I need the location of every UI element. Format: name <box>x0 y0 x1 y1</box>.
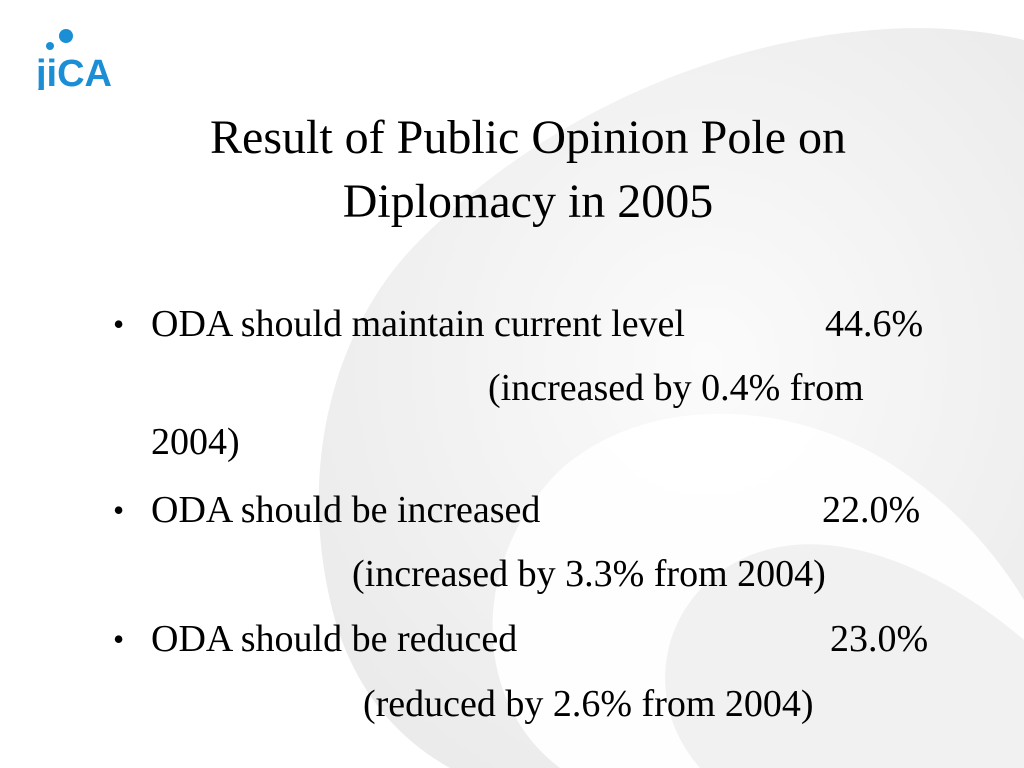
jica-logo: jiCA <box>36 28 120 90</box>
bullet-1-note-continued: 2004) <box>151 421 240 463</box>
bullet-3-label: ODA should be reduced <box>151 618 518 660</box>
bullet-dot: • <box>113 621 125 657</box>
logo-text: jiCA <box>36 53 112 90</box>
bullet-2-note: (increased by 3.3% from 2004) <box>352 553 826 595</box>
jica-logo-icon: jiCA <box>36 29 112 90</box>
bullet-1-label: ODA should maintain current level <box>151 303 685 345</box>
bullet-2-value: 22.0% <box>822 489 921 531</box>
bullet-3-note: (reduced by 2.6% from 2004) <box>363 683 814 725</box>
bullet-3-value: 23.0% <box>830 618 929 660</box>
title-line-2: Diplomacy in 2005 <box>342 175 714 228</box>
bullet-dot: • <box>113 492 125 528</box>
bullet-1-value: 44.6% <box>825 303 924 345</box>
title-line-1: Result of Public Opinion Pole on <box>210 111 846 164</box>
slide-title: Result of Public Opinion Pole on Diploma… <box>110 106 946 234</box>
bullet-1-note: (increased by 0.4% from <box>488 367 864 409</box>
bullet-dot: • <box>113 306 125 342</box>
bullet-2-label: ODA should be increased <box>151 489 541 531</box>
